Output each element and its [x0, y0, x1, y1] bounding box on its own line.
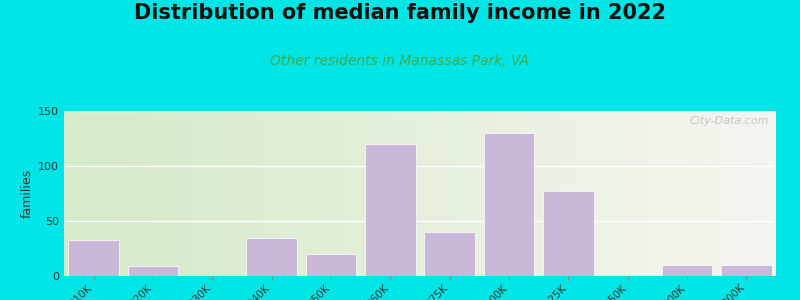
Bar	[721, 265, 771, 276]
Y-axis label: families: families	[21, 169, 34, 218]
Bar	[246, 238, 297, 276]
Text: Distribution of median family income in 2022: Distribution of median family income in …	[134, 3, 666, 23]
Bar	[69, 240, 119, 276]
Bar	[543, 191, 594, 276]
Bar	[425, 232, 475, 276]
Bar	[128, 266, 178, 276]
Bar	[365, 144, 415, 276]
Bar	[662, 265, 712, 276]
Bar	[306, 254, 356, 276]
Bar	[484, 133, 534, 276]
Text: Other residents in Manassas Park, VA: Other residents in Manassas Park, VA	[270, 54, 530, 68]
Text: City-Data.com: City-Data.com	[690, 116, 769, 126]
